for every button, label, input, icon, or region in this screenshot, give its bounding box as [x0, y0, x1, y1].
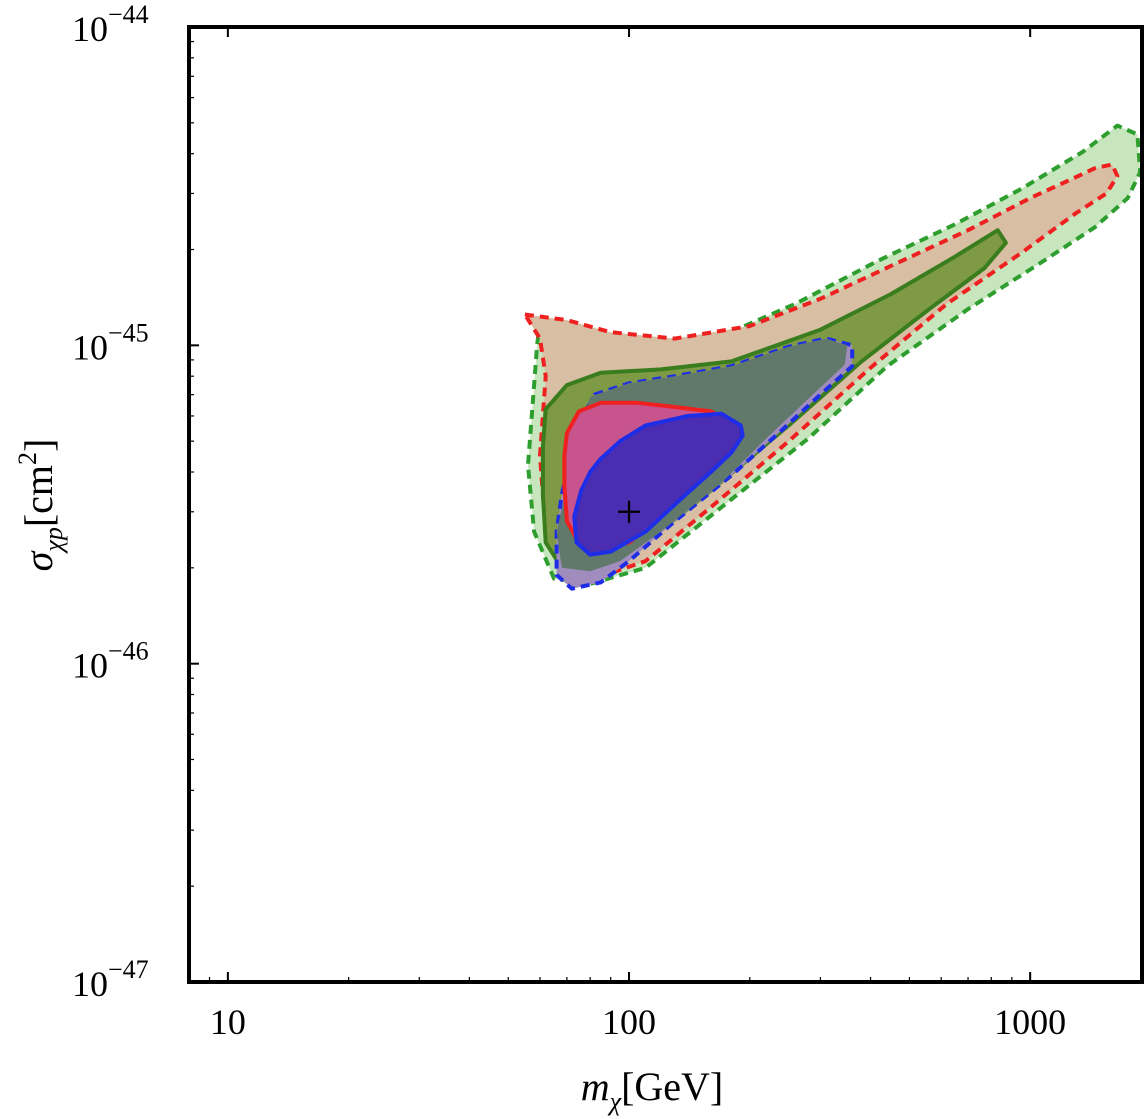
y-tick-label-exponent: −47: [108, 955, 149, 984]
y-tick-label-base: 10: [72, 964, 108, 1004]
y-tick-label-exponent: −44: [108, 0, 149, 29]
y-label-subscript: χp: [39, 527, 68, 554]
y-tick-label-base: 10: [72, 327, 108, 367]
y-tick-label-exponent: −45: [108, 318, 149, 347]
y-tick-label-base: 10: [72, 646, 108, 686]
plot-frame: [187, 25, 1144, 984]
x-tick-label: 100: [602, 1002, 656, 1042]
y-tick-label: 10−44: [72, 0, 149, 49]
y-tick-label-exponent: −46: [108, 637, 149, 666]
region-blue-inner: [572, 411, 745, 557]
y-tick-label: 10−45: [72, 318, 149, 367]
x-axis-label: mχ[GeV]: [581, 1064, 724, 1116]
x-label-subscript: χ: [607, 1087, 622, 1116]
y-label-unit-exponent: 2: [13, 452, 42, 465]
y-tick-label-base: 10: [72, 9, 108, 49]
y-label-symbol: σ: [16, 550, 61, 571]
y-axis-label: σχp[cm2]: [13, 439, 68, 572]
y-label-unit-prefix: [cm: [16, 465, 61, 527]
x-label-symbol: m: [581, 1064, 610, 1109]
x-tick-label: 1000: [994, 1002, 1066, 1042]
y-label-unit-suffix: ]: [16, 439, 61, 452]
x-label-unit: [GeV]: [621, 1064, 723, 1109]
y-tick-label: 10−46: [72, 637, 149, 686]
y-tick-label: 10−47: [72, 955, 149, 1004]
x-tick-label: 10: [210, 1002, 246, 1042]
best-fit-marker: [618, 500, 641, 523]
